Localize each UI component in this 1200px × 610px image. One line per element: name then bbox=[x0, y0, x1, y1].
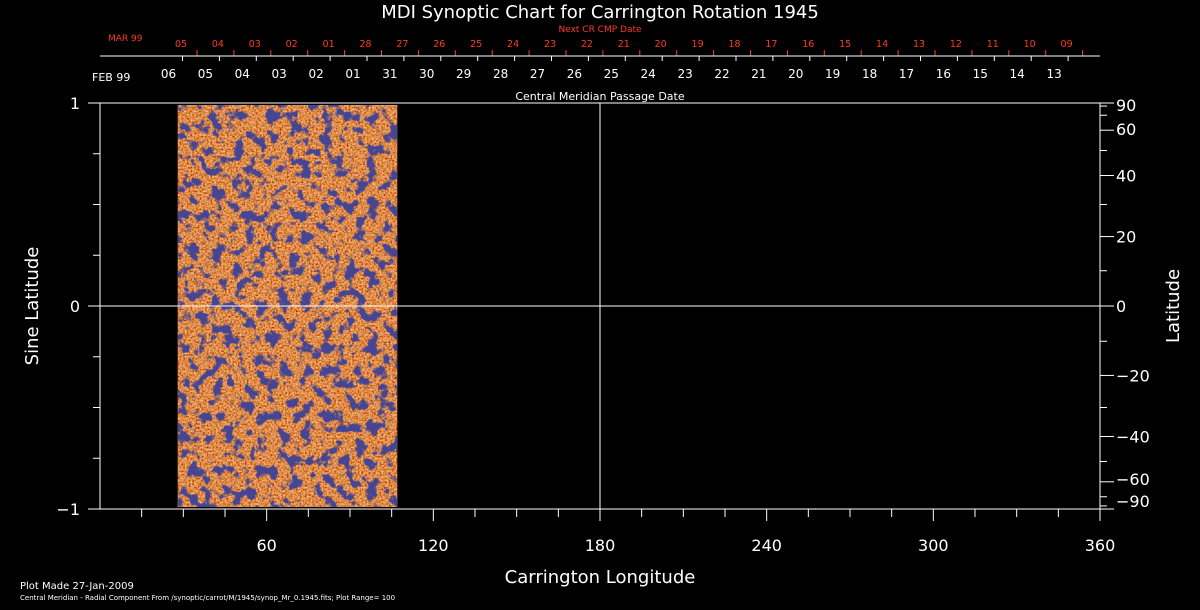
x-tick-label: 360 bbox=[1085, 536, 1116, 555]
cmp-day-label: 27 bbox=[530, 67, 545, 81]
next-day-label: 04 bbox=[212, 39, 224, 50]
latitude-axis: 90 60 40 20 0 −20 −40 −60 −90 bbox=[1100, 96, 1150, 511]
cmp-day-label: 20 bbox=[788, 67, 803, 81]
x-tick-label: 120 bbox=[418, 536, 449, 555]
x-tick-label: 240 bbox=[751, 536, 782, 555]
cmp-day-label: 24 bbox=[641, 67, 656, 81]
y-axis-right-label: Latitude bbox=[1163, 269, 1184, 343]
next-day-label: 26 bbox=[433, 39, 445, 50]
plot-made-text: Plot Made 27-Jan-2009 bbox=[20, 581, 134, 592]
y-tick-label: −1 bbox=[56, 500, 80, 519]
cmp-day-label: 17 bbox=[899, 67, 914, 81]
y-tick-label: 1 bbox=[70, 94, 80, 113]
next-date-axis: 05 04 03 02 01 28 27 26 25 24 23 22 21 20 19 18 17 16 15 14… bbox=[100, 39, 1100, 57]
next-day-label: 28 bbox=[359, 39, 371, 50]
cmp-day-label: 04 bbox=[235, 67, 250, 81]
latitude-tick-label: −40 bbox=[1116, 427, 1150, 446]
next-day-label: 18 bbox=[728, 39, 740, 50]
cmp-day-label: 31 bbox=[382, 67, 397, 81]
cmp-day-label: 03 bbox=[272, 67, 287, 81]
next-day-label: 22 bbox=[581, 39, 593, 50]
cmp-day-label: 22 bbox=[714, 67, 729, 81]
cmp-day-label: 06 bbox=[161, 67, 176, 81]
next-day-label: 27 bbox=[396, 39, 408, 50]
x-tick-label: 300 bbox=[918, 536, 949, 555]
x-axis-label: Carrington Longitude bbox=[505, 567, 696, 588]
latitude-tick-label: −90 bbox=[1116, 492, 1150, 511]
latitude-tick-label: 90 bbox=[1116, 96, 1136, 115]
next-day-label: 14 bbox=[876, 39, 888, 50]
next-day-label: 09 bbox=[1061, 39, 1073, 50]
cmp-day-label: 19 bbox=[825, 67, 840, 81]
next-day-label: 20 bbox=[655, 39, 667, 50]
latitude-tick-label: 60 bbox=[1116, 120, 1136, 139]
cmp-day-label: 25 bbox=[604, 67, 619, 81]
cmp-day-label: 15 bbox=[973, 67, 988, 81]
next-day-label: 16 bbox=[802, 39, 814, 50]
latitude-tick-label: 0 bbox=[1116, 297, 1126, 316]
month-label: FEB 99 bbox=[92, 71, 130, 84]
latitude-tick-label: 40 bbox=[1116, 167, 1136, 186]
cmp-day-label: 28 bbox=[493, 67, 508, 81]
next-day-label: 01 bbox=[323, 39, 335, 50]
next-day-label: 05 bbox=[175, 39, 187, 50]
next-day-label: 19 bbox=[692, 39, 704, 50]
next-day-label: 21 bbox=[618, 39, 630, 50]
source-note: Central Meridian - Radial Component From… bbox=[20, 594, 395, 602]
next-day-label: 12 bbox=[950, 39, 962, 50]
cmp-day-label: 18 bbox=[862, 67, 877, 81]
cmp-day-label: 01 bbox=[345, 67, 360, 81]
chart-title: MDI Synoptic Chart for Carrington Rotati… bbox=[381, 2, 819, 23]
cmp-day-label: 30 bbox=[419, 67, 434, 81]
next-month-label: MAR 99 bbox=[108, 34, 143, 44]
next-day-label: 02 bbox=[286, 39, 298, 50]
next-day-label: 11 bbox=[987, 39, 999, 50]
next-day-label: 15 bbox=[839, 39, 851, 50]
x-tick-label: 180 bbox=[585, 536, 616, 555]
next-day-label: 24 bbox=[507, 39, 519, 50]
cmp-day-label: 13 bbox=[1046, 67, 1061, 81]
latitude-tick-label: −60 bbox=[1116, 470, 1150, 489]
cmp-date-axis: 06 05 04 03 02 01 31 30 29 28 27 26 25 24 23 22 21 20 19 18… bbox=[100, 55, 1100, 81]
y-axis-label: Sine Latitude bbox=[22, 247, 43, 366]
y-axis: −1 0 1 bbox=[56, 94, 100, 519]
latitude-tick-label: −20 bbox=[1116, 366, 1150, 385]
next-day-label: 23 bbox=[544, 39, 556, 50]
cmp-day-label: 14 bbox=[1010, 67, 1025, 81]
next-cmp-label: Next CR CMP Date bbox=[558, 25, 642, 35]
cmp-day-label: 23 bbox=[677, 67, 692, 81]
cmp-day-label: 29 bbox=[456, 67, 471, 81]
next-day-label: 25 bbox=[470, 39, 482, 50]
cmp-day-label: 02 bbox=[308, 67, 323, 81]
cmp-day-label: 16 bbox=[936, 67, 951, 81]
cmp-day-label: 21 bbox=[751, 67, 766, 81]
cmp-day-label: 05 bbox=[198, 67, 213, 81]
next-day-label: 17 bbox=[765, 39, 777, 50]
next-day-label: 13 bbox=[913, 39, 925, 50]
y-tick-label: 0 bbox=[70, 297, 80, 316]
latitude-tick-label: 20 bbox=[1116, 228, 1136, 247]
cmp-date-axis-title: Central Meridian Passage Date bbox=[515, 90, 684, 103]
next-day-label: 03 bbox=[249, 39, 261, 50]
x-tick-label: 60 bbox=[256, 536, 276, 555]
x-axis: 60 120 180 240 300 360 bbox=[141, 509, 1116, 555]
cmp-day-label: 26 bbox=[567, 67, 582, 81]
next-day-label: 10 bbox=[1024, 39, 1036, 50]
